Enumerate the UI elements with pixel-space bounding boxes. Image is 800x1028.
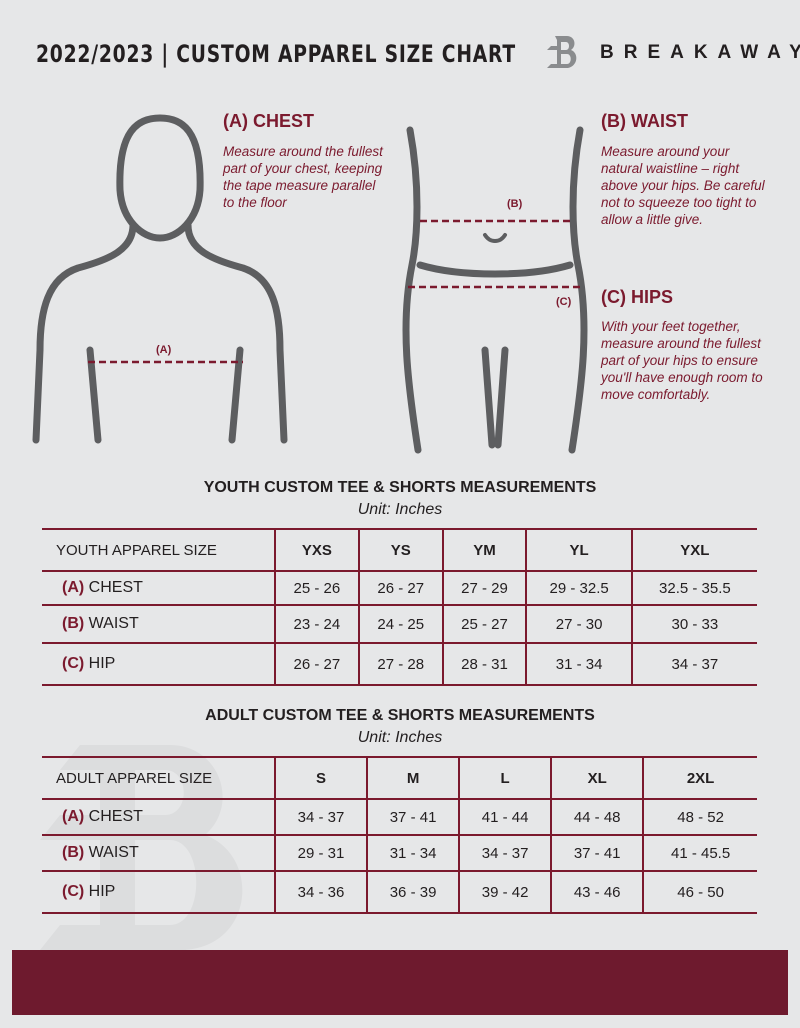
size-label-header: ADULT APPAREL SIZE <box>42 756 275 800</box>
measurement-value: 48 - 52 <box>642 798 757 836</box>
measurement-letter: (B) <box>62 615 85 632</box>
measurement-value: 24 - 25 <box>357 604 443 644</box>
size-column-header: YS <box>357 528 443 572</box>
size-column-header: L <box>458 756 552 800</box>
adult-table-unit: Unit: Inches <box>357 729 443 746</box>
size-column-header: YXL <box>630 528 757 572</box>
measurement-value: 46 - 50 <box>642 870 757 914</box>
chest-figure-illustration <box>32 114 288 444</box>
waist-marker: (B) <box>507 198 523 210</box>
size-column-header: YM <box>441 528 527 572</box>
measurement-name: CHEST <box>88 808 143 825</box>
chest-marker: (A) <box>156 344 172 356</box>
measurement-name: WAIST <box>88 844 139 861</box>
measurement-letter: (A) <box>62 808 85 825</box>
measurement-value: 34 - 37 <box>458 834 552 872</box>
table-row: (A) CHEST 34 - 37 37 - 41 41 - 44 44 - 48 48 … <box>42 798 757 836</box>
measurement-value: 26 - 27 <box>357 570 443 606</box>
measurement-value: 27 - 29 <box>441 570 527 606</box>
measurement-value: 32.5 - 35.5 <box>630 570 757 606</box>
measurement-name: WAIST <box>88 615 139 632</box>
measurement-letter: (A) <box>62 579 85 596</box>
measurement-value: 27 - 30 <box>525 604 632 644</box>
measurement-value: 29 - 32.5 <box>525 570 632 606</box>
chest-description: Measure around the fullest part of your … <box>223 144 383 210</box>
size-column-header: S <box>273 756 368 800</box>
measurement-name: HIP <box>88 883 116 900</box>
table-header-row: YOUTH APPAREL SIZE YXS YS YM YL YXL <box>42 528 757 572</box>
measurement-letter: (C) <box>62 655 85 672</box>
youth-table-title: YOUTH CUSTOM TEE & SHORTS MEASUREMENTS <box>203 479 597 496</box>
footer-bar <box>12 950 788 1015</box>
measurement-value: 39 - 42 <box>458 870 552 914</box>
measurement-value: 31 - 34 <box>525 642 632 686</box>
measurement-letter: (C) <box>62 883 85 900</box>
measurement-value: 34 - 37 <box>630 642 757 686</box>
size-label-header: YOUTH APPAREL SIZE <box>42 528 275 572</box>
page-title: 2022/2023 | CUSTOM APPAREL SIZE CHART <box>36 40 516 68</box>
measurement-label: (B) WAIST <box>42 834 275 872</box>
measurement-label: (C) HIP <box>42 870 275 914</box>
size-column-header: M <box>366 756 460 800</box>
measurement-value: 29 - 31 <box>273 834 368 872</box>
table-row: (C) HIP 26 - 27 27 - 28 28 - 31 31 - 34 34 - … <box>42 642 757 686</box>
hips-marker: (C) <box>556 296 572 308</box>
brand-name: BREAKAWAY <box>600 42 800 63</box>
youth-size-table: YOUTH APPAREL SIZE YXS YS YM YL YXL (A) CHEST 2… <box>42 528 757 686</box>
chest-heading: (A) CHEST <box>223 111 314 131</box>
measurement-value: 30 - 33 <box>630 604 757 644</box>
measurement-value: 41 - 45.5 <box>642 834 757 872</box>
hips-heading: (C) HIPS <box>601 287 673 307</box>
waist-heading: (B) WAIST <box>601 111 688 131</box>
hips-description: With your feet together, measure around … <box>601 319 763 402</box>
adult-table-title: ADULT CUSTOM TEE & SHORTS MEASUREMENTS <box>205 707 595 724</box>
measurement-value: 43 - 46 <box>550 870 644 914</box>
measurement-name: CHEST <box>88 579 143 596</box>
size-column-header: XL <box>550 756 644 800</box>
measurement-value: 28 - 31 <box>441 642 527 686</box>
measurement-value: 23 - 24 <box>274 604 359 644</box>
size-column-header: 2XL <box>642 756 757 800</box>
measurement-value: 34 - 36 <box>273 870 368 914</box>
table-row: (A) CHEST 25 - 26 26 - 27 27 - 29 29 - 32.5 3… <box>42 570 757 606</box>
measurement-label: (B) WAIST <box>42 604 275 644</box>
measurement-value: 34 - 37 <box>273 798 368 836</box>
measurement-value: 41 - 44 <box>458 798 552 836</box>
measurement-label: (A) CHEST <box>42 570 275 606</box>
measurement-label: (C) HIP <box>42 642 275 686</box>
measurement-letter: (B) <box>62 844 85 861</box>
adult-size-table: ADULT APPAREL SIZE S M L XL 2XL (A) CHEST 34 - … <box>42 756 757 914</box>
measurement-value: 36 - 39 <box>366 870 460 914</box>
brand-logo <box>543 34 583 74</box>
waist-description: Measure around your natural waistline – … <box>601 144 765 227</box>
measurement-name: HIP <box>88 655 116 672</box>
table-row: (B) WAIST 23 - 24 24 - 25 25 - 27 27 - 30 30 … <box>42 604 757 644</box>
measurement-value: 37 - 41 <box>550 834 644 872</box>
measurement-value: 25 - 27 <box>441 604 527 644</box>
size-column-header: YXS <box>274 528 359 572</box>
table-row: (B) WAIST 29 - 31 31 - 34 34 - 37 37 - 41 41 … <box>42 834 757 872</box>
measurement-value: 44 - 48 <box>550 798 644 836</box>
measurement-label: (A) CHEST <box>42 798 275 836</box>
measurement-value: 27 - 28 <box>357 642 443 686</box>
table-row: (C) HIP 34 - 36 36 - 39 39 - 42 43 - 46 46 - … <box>42 870 757 914</box>
measurement-value: 26 - 27 <box>274 642 359 686</box>
measurement-value: 25 - 26 <box>274 570 359 606</box>
size-column-header: YL <box>525 528 632 572</box>
waist-hips-figure-illustration <box>402 126 588 454</box>
measurement-value: 31 - 34 <box>366 834 460 872</box>
measurement-value: 37 - 41 <box>366 798 460 836</box>
youth-table-unit: Unit: Inches <box>357 501 443 518</box>
table-header-row: ADULT APPAREL SIZE S M L XL 2XL <box>42 756 757 800</box>
